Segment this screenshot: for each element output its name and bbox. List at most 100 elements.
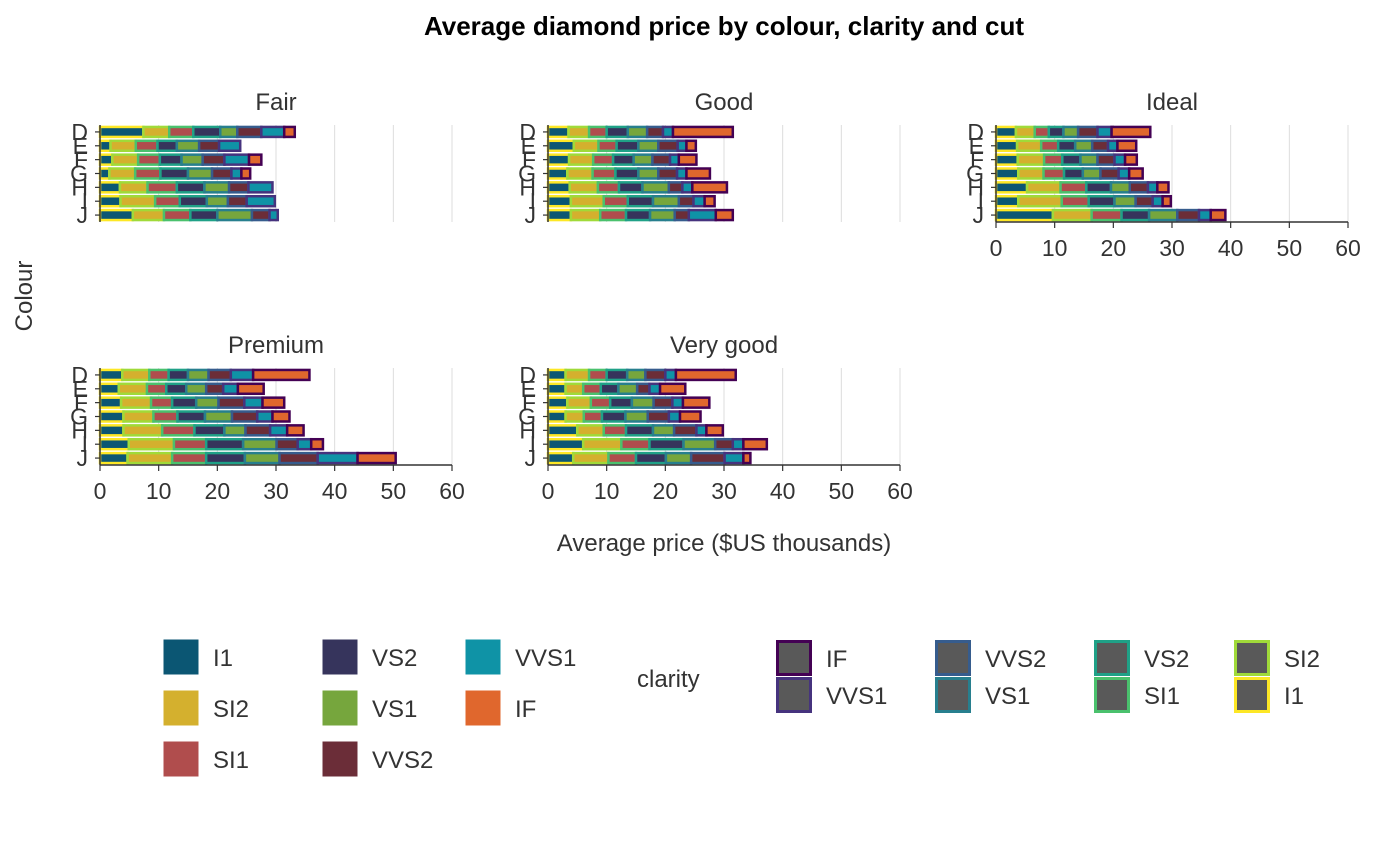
- bar-fair-e-si1: [134, 139, 159, 153]
- bar-fair-g-si1: [133, 167, 162, 180]
- legend-key-clarity-vvs1: [776, 677, 812, 713]
- facet-strip-label: Very good: [670, 332, 778, 359]
- bar-fair-f-si1: [136, 153, 162, 166]
- legend-key-clarity-si1: [1094, 677, 1130, 713]
- bar-fair-d-vs2: [192, 125, 222, 139]
- bar-ideal-e-si2: [1015, 139, 1043, 153]
- bar-premium-h-vvs2: [244, 424, 272, 437]
- legend-key-si2: [162, 689, 200, 727]
- bar-very-good-i-i1: [546, 437, 585, 451]
- bar-very-good-j-si1: [607, 451, 638, 465]
- bar-premium-g-i1: [98, 410, 125, 423]
- y-tick-label: G: [518, 404, 536, 430]
- bar-fair-i-vs1: [205, 194, 230, 208]
- bar-good-d-vvs1: [661, 125, 675, 139]
- bar-fair-d-if: [282, 125, 297, 139]
- bar-fair-f-vs1: [180, 153, 204, 166]
- bar-ideal-d-if: [1110, 125, 1152, 139]
- bar-very-good-g-si2: [564, 410, 586, 423]
- bar-fair-h-si2: [118, 181, 149, 194]
- bar-premium-e-if: [236, 382, 265, 396]
- y-tick-label: H: [71, 174, 88, 200]
- bar-fair-j-si2: [131, 208, 166, 222]
- x-axis-title: Average price ($US thousands): [557, 530, 891, 557]
- bar-premium-j-vvs2: [278, 451, 319, 465]
- bar-premium-g-vs1: [203, 410, 234, 423]
- bar-good-e-vvs1: [676, 139, 688, 153]
- bar-good-j-si2: [569, 208, 602, 222]
- y-tick-label: G: [966, 161, 984, 187]
- y-tick-label: D: [519, 119, 536, 145]
- bar-good-i-vs1: [651, 194, 681, 208]
- bar-premium-d-vvs1: [229, 368, 255, 382]
- bar-ideal-e-if: [1116, 139, 1138, 153]
- bar-very-good-e-vvs2: [635, 382, 651, 396]
- bar-premium-f-si2: [119, 396, 153, 409]
- legend-label: SI2: [213, 696, 249, 723]
- bar-ideal-e-i1: [994, 139, 1019, 153]
- bar-good-f-i1: [546, 153, 571, 166]
- y-tick-label: F: [74, 147, 88, 173]
- bar-good-d-i1: [546, 125, 570, 139]
- legend-key-vs2: [321, 638, 359, 676]
- bar-good-d-vs1: [626, 125, 649, 139]
- legend-title: clarity: [637, 666, 700, 693]
- x-tick-label: 50: [829, 478, 855, 504]
- bar-very-good-e-vvs1: [648, 382, 662, 396]
- bar-premium-j-vs1: [243, 451, 281, 465]
- bar-good-j-if: [714, 208, 735, 222]
- bar-premium-j-vs2: [204, 451, 247, 465]
- y-tick-label: E: [521, 133, 536, 159]
- bar-premium-d-si1: [148, 368, 170, 382]
- bar-fair-d-vvs1: [260, 125, 286, 139]
- bar-premium-h-i1: [98, 424, 125, 437]
- bar-very-good-e-vs2: [599, 382, 620, 396]
- bar-ideal-e-vvs1: [1106, 139, 1119, 153]
- bar-ideal-d-si1: [1033, 125, 1051, 139]
- bar-good-h-i1: [546, 181, 571, 194]
- y-tick-label: D: [967, 119, 984, 145]
- x-tick-label: 20: [1101, 235, 1127, 261]
- bar-ideal-g-vs1: [1081, 167, 1102, 180]
- bar-fair-j-vs1: [216, 208, 254, 222]
- bar-ideal-f-if: [1123, 153, 1139, 166]
- x-tick-label: 0: [990, 235, 1003, 261]
- bar-good-h-vs1: [641, 181, 671, 194]
- bar-premium-f-vvs1: [243, 396, 264, 409]
- bar-very-good-d-vvs1: [664, 368, 678, 382]
- bar-very-good-j-si2: [571, 451, 610, 465]
- bar-very-good-g-vs1: [624, 410, 649, 423]
- bar-fair-i-si1: [153, 194, 182, 208]
- legend-label: VVS2: [372, 747, 433, 774]
- y-tick-label: D: [71, 119, 88, 145]
- bar-premium-e-vvs1: [221, 382, 240, 396]
- bar-good-i-if: [703, 194, 716, 208]
- bar-good-d-vs2: [605, 125, 630, 139]
- bar-good-i-vvs2: [677, 194, 695, 208]
- bar-fair-g-vvs2: [210, 167, 233, 180]
- legend-key-clarity-vs2: [1094, 640, 1130, 676]
- bar-very-good-f-vs2: [608, 396, 634, 409]
- x-tick-label: 20: [205, 478, 231, 504]
- bar-good-g-vvs2: [657, 167, 679, 180]
- bar-ideal-e-vs1: [1073, 139, 1094, 153]
- bar-premium-h-vvs1: [268, 424, 289, 437]
- bar-good-h-vvs1: [681, 181, 694, 194]
- y-tick-label: J: [973, 202, 985, 228]
- bar-very-good-j-vs1: [664, 451, 693, 465]
- bar-good-f-si1: [591, 153, 615, 166]
- bar-good-g-i1: [546, 167, 569, 180]
- bar-ideal-h-vs1: [1109, 181, 1132, 194]
- bar-premium-i-vs2: [204, 437, 245, 451]
- bar-very-good-e-si2: [564, 382, 585, 396]
- bar-premium-i-vvs2: [275, 437, 299, 451]
- facet-strip-label: Fair: [255, 89, 296, 116]
- bar-premium-d-if: [251, 368, 311, 382]
- bar-fair-h-vvs2: [227, 181, 250, 194]
- legend-label: VS2: [1144, 646, 1189, 673]
- bar-premium-i-vs1: [241, 437, 278, 451]
- bar-very-good-d-vvs2: [644, 368, 667, 382]
- bar-fair-g-vvs1: [230, 167, 243, 180]
